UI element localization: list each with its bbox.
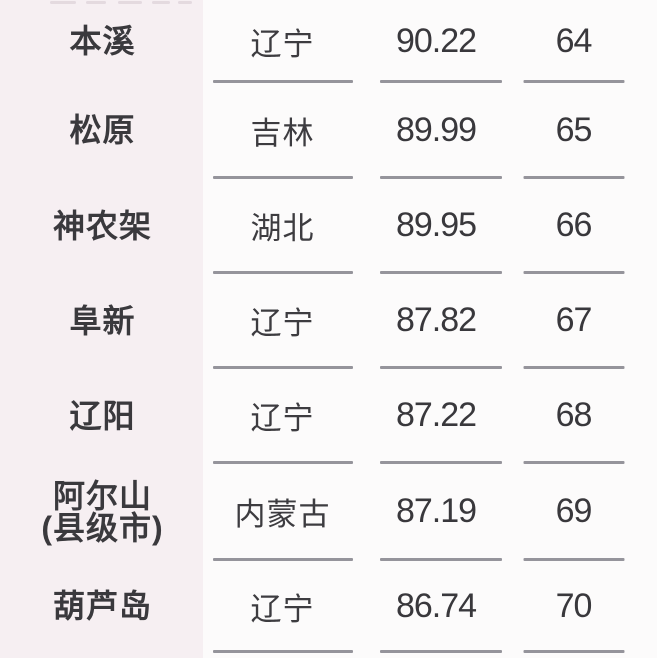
score-cell: 89.95	[360, 178, 512, 273]
rank-cell: 65	[512, 82, 657, 178]
score-cell: 86.74	[360, 560, 512, 652]
score-cell: 87.82	[360, 273, 512, 368]
city-cell: 松原	[69, 112, 136, 148]
table-row: 阜新 辽宁 87.82 67	[0, 273, 657, 368]
city-cell: 辽阳	[69, 397, 136, 434]
city-cell: 阜新	[69, 302, 136, 339]
province-cell: 内蒙古	[205, 463, 360, 560]
city-column-background	[0, 0, 203, 658]
score-cell: 87.22	[360, 368, 512, 463]
province-cell: 吉林	[205, 82, 360, 178]
table-row: 松原 吉林 89.99 65	[0, 82, 657, 178]
rank-cell: 67	[512, 273, 657, 368]
rank-cell: 70	[512, 560, 657, 652]
rank-cell: 64	[512, 0, 657, 82]
table-row: 辽阳 辽宁 87.22 68	[0, 368, 657, 463]
province-cell: 湖北	[205, 178, 360, 273]
city-cell: 葫芦岛	[52, 588, 152, 624]
score-cell: 87.19	[360, 463, 512, 560]
score-cell: 89.99	[360, 82, 512, 178]
table-row: 阿尔山 (县级市) 内蒙古 87.19 69	[0, 463, 657, 560]
province-cell: 辽宁	[205, 273, 360, 368]
table-row: 神农架 湖北 89.95 66	[0, 178, 657, 273]
province-cell: 辽宁	[205, 560, 360, 652]
score-cell: 90.22	[360, 0, 512, 82]
city-cell: 本溪	[69, 23, 136, 59]
rank-cell: 68	[512, 368, 657, 463]
city-cell: 神农架	[52, 207, 152, 244]
province-cell: 辽宁	[205, 368, 360, 463]
rank-cell: 69	[512, 463, 657, 560]
city-cell: 阿尔山 (县级市)	[41, 477, 164, 546]
rank-cell: 66	[512, 178, 657, 273]
table-row: 葫芦岛 辽宁 86.74 70	[0, 560, 657, 652]
table-row: 本溪 辽宁 90.22 64	[0, 0, 657, 82]
province-cell: 辽宁	[205, 0, 360, 82]
cropped-previous-row-remnant	[48, 0, 198, 6]
